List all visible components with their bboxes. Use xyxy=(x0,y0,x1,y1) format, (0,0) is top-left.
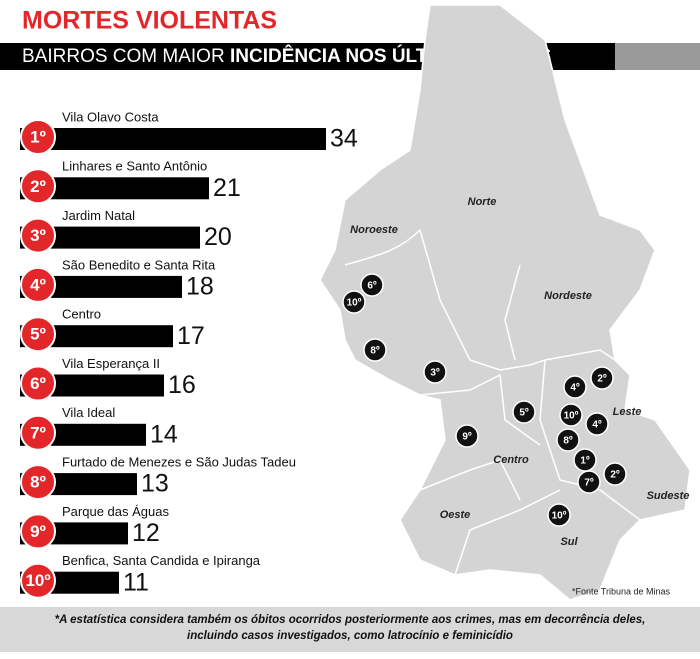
title: MORTES VIOLENTAS xyxy=(22,7,277,35)
region-label: Noroeste xyxy=(350,224,398,236)
value-label: 34 xyxy=(330,125,358,153)
map-marker xyxy=(360,273,384,297)
bar xyxy=(20,177,209,200)
value-label: 17 xyxy=(177,322,205,350)
bar xyxy=(20,275,182,298)
rank-label: 2º xyxy=(30,177,46,196)
rank-badge xyxy=(20,365,56,402)
region-label: Sul xyxy=(560,536,578,548)
map-marker-label: 1º xyxy=(580,456,590,467)
value-label: 16 xyxy=(168,371,196,399)
map-marker-label: 10º xyxy=(564,411,579,422)
map-marker xyxy=(547,503,571,527)
bar xyxy=(20,226,200,249)
footnote-line: *A estatística considera também os óbito… xyxy=(55,614,646,626)
subtitle-normal: BAIRROS COM MAIOR xyxy=(22,46,230,67)
map-marker xyxy=(455,424,479,448)
map-marker xyxy=(512,400,536,424)
rank-badge xyxy=(20,464,56,501)
category-label: Vila Olavo Costa xyxy=(62,109,159,124)
map-marker-label: 9º xyxy=(462,432,472,443)
map-marker xyxy=(585,412,609,436)
rank-label: 4º xyxy=(30,275,46,294)
region-label: Centro xyxy=(493,454,529,466)
rank-badge xyxy=(20,513,56,550)
map-marker-label: 8º xyxy=(563,436,573,447)
rank-label: 3º xyxy=(30,226,46,245)
map-marker-label: 2º xyxy=(597,374,607,385)
value-label: 13 xyxy=(141,470,169,498)
rank-label: 9º xyxy=(30,522,46,541)
category-label: Furtado de Menezes e São Judas Tadeu xyxy=(62,455,296,470)
rank-badge xyxy=(20,168,56,205)
rank-label: 6º xyxy=(30,374,46,393)
rank-label: 8º xyxy=(30,473,46,492)
bar xyxy=(20,325,173,348)
category-label: Parque das Águas xyxy=(62,504,169,519)
map-marker-label: 4º xyxy=(570,383,580,394)
rank-label: 10º xyxy=(25,571,50,590)
map-marker xyxy=(342,290,366,314)
map-marker xyxy=(363,338,387,362)
map-marker xyxy=(590,366,614,390)
region-label: Norte xyxy=(468,196,497,208)
region-label: Sudeste xyxy=(647,490,690,502)
value-label: 21 xyxy=(213,174,241,202)
category-label: Vila Ideal xyxy=(62,405,115,420)
bar xyxy=(20,128,326,150)
map-marker xyxy=(423,360,447,384)
map-marker xyxy=(559,403,583,427)
rank-label: 5º xyxy=(30,325,46,344)
value-label: 12 xyxy=(132,519,160,547)
footnote-line: incluindo casos investigados, como latro… xyxy=(187,630,513,642)
map-marker-label: 5º xyxy=(519,408,529,419)
map-marker xyxy=(603,462,627,486)
rank-badge xyxy=(20,119,56,155)
value-label: 11 xyxy=(123,568,149,596)
footnote-box xyxy=(0,607,700,652)
category-label: Linhares e Santo Antônio xyxy=(62,159,207,174)
value-label: 20 xyxy=(204,223,232,251)
category-label: Vila Esperança II xyxy=(62,356,160,371)
category-label: Centro xyxy=(62,307,101,322)
map-marker-label: 10º xyxy=(552,511,567,522)
region-label: Leste xyxy=(613,406,642,418)
rank-badge xyxy=(20,217,56,254)
category-label: Jardim Natal xyxy=(62,208,135,223)
map-marker xyxy=(563,375,587,399)
source: *Fonte Tribuna de Minas xyxy=(572,586,671,596)
map-marker-label: 10º xyxy=(347,298,362,309)
region-label: Nordeste xyxy=(544,290,592,302)
map-marker-label: 4º xyxy=(592,420,602,431)
bar xyxy=(20,374,164,397)
map-marker-label: 7º xyxy=(584,478,594,489)
rank-badge xyxy=(20,562,56,599)
map xyxy=(319,4,691,601)
rank-badge xyxy=(20,266,56,303)
value-label: 18 xyxy=(186,273,214,301)
rank-label: 1º xyxy=(30,127,46,146)
map-marker-label: 2º xyxy=(610,470,620,481)
map-marker xyxy=(577,470,601,494)
region-borders xyxy=(344,228,641,576)
value-label: 14 xyxy=(150,420,178,448)
rank-badge xyxy=(20,316,56,353)
rank-badge xyxy=(20,414,56,451)
region-label: Oeste xyxy=(440,509,471,521)
map-marker-label: 6º xyxy=(367,281,377,292)
map-marker-label: 8º xyxy=(370,346,380,357)
rank-label: 7º xyxy=(30,423,46,442)
category-label: São Benedito e Santa Rita xyxy=(62,257,216,272)
map-marker xyxy=(556,428,580,452)
category-label: Benfica, Santa Candida e Ipiranga xyxy=(62,553,261,568)
map-marker-label: 3º xyxy=(430,368,440,379)
